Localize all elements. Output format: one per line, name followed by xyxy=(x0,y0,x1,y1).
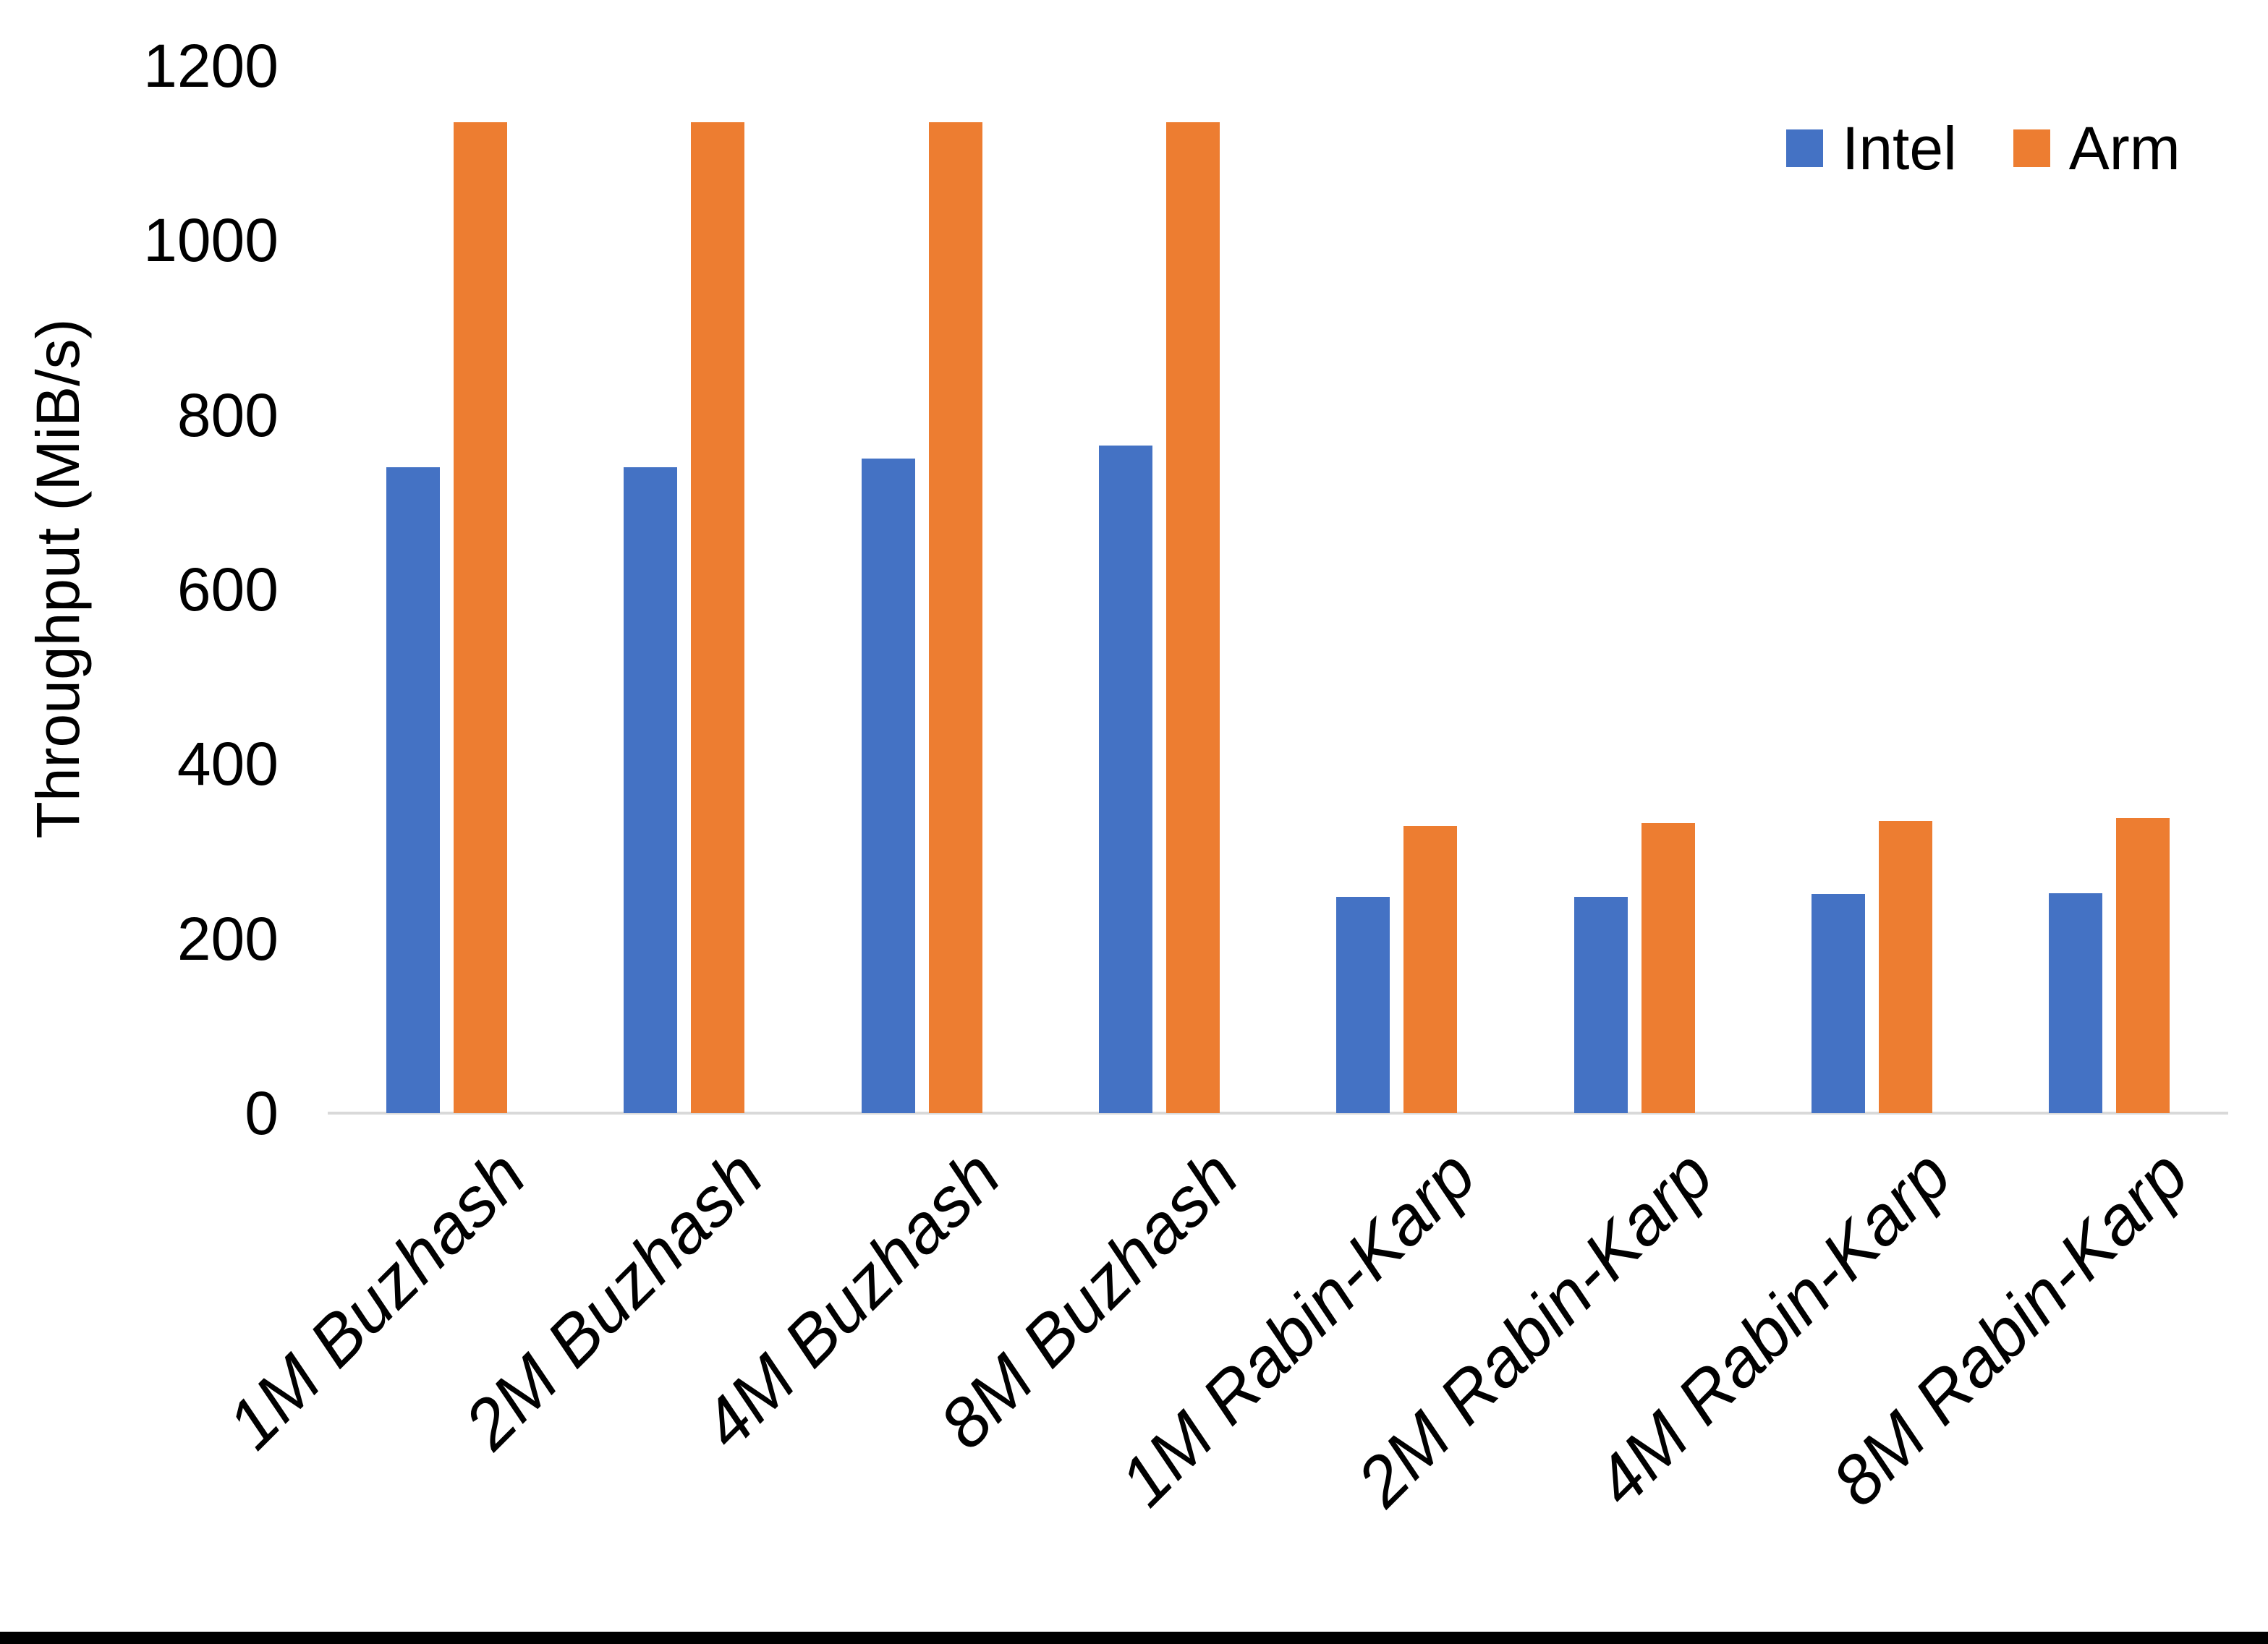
y-tick-label: 1000 xyxy=(143,206,279,275)
bottom-border-bar xyxy=(0,1632,2268,1644)
bar-intel-7 xyxy=(1811,894,1865,1113)
bar-arm-6 xyxy=(1641,823,1695,1113)
legend-label: Intel xyxy=(1842,114,1957,182)
bar-intel-4 xyxy=(1098,445,1152,1113)
legend: Intel Arm xyxy=(1786,112,2180,184)
bar-arm-1 xyxy=(454,122,507,1113)
legend-item-arm: Arm xyxy=(2013,112,2180,184)
bar-arm-5 xyxy=(1403,826,1458,1113)
legend-label: Arm xyxy=(2068,114,2180,182)
bar-arm-3 xyxy=(928,122,982,1113)
legend-item-intel: Intel xyxy=(1786,112,1957,184)
y-tick-label: 800 xyxy=(177,380,279,449)
legend-swatch-arm xyxy=(2013,129,2050,167)
legend-swatch-intel xyxy=(1786,129,1823,167)
bar-arm-2 xyxy=(691,122,745,1113)
bar-intel-2 xyxy=(624,467,678,1113)
y-tick-label: 200 xyxy=(177,904,279,973)
bar-arm-7 xyxy=(1878,820,1932,1113)
y-tick-label: 400 xyxy=(177,730,279,798)
y-tick-label: 0 xyxy=(245,1079,279,1147)
bar-arm-8 xyxy=(2116,818,2170,1113)
x-axis-line xyxy=(328,1112,2228,1115)
y-tick-label: 1200 xyxy=(143,32,279,100)
bar-arm-4 xyxy=(1165,122,1220,1113)
bar-intel-5 xyxy=(1336,896,1390,1113)
bar-intel-3 xyxy=(861,459,915,1113)
y-tick-label: 600 xyxy=(177,555,279,623)
bar-intel-1 xyxy=(386,467,440,1113)
bar-intel-6 xyxy=(1573,896,1628,1113)
bar-intel-8 xyxy=(2049,893,2103,1113)
